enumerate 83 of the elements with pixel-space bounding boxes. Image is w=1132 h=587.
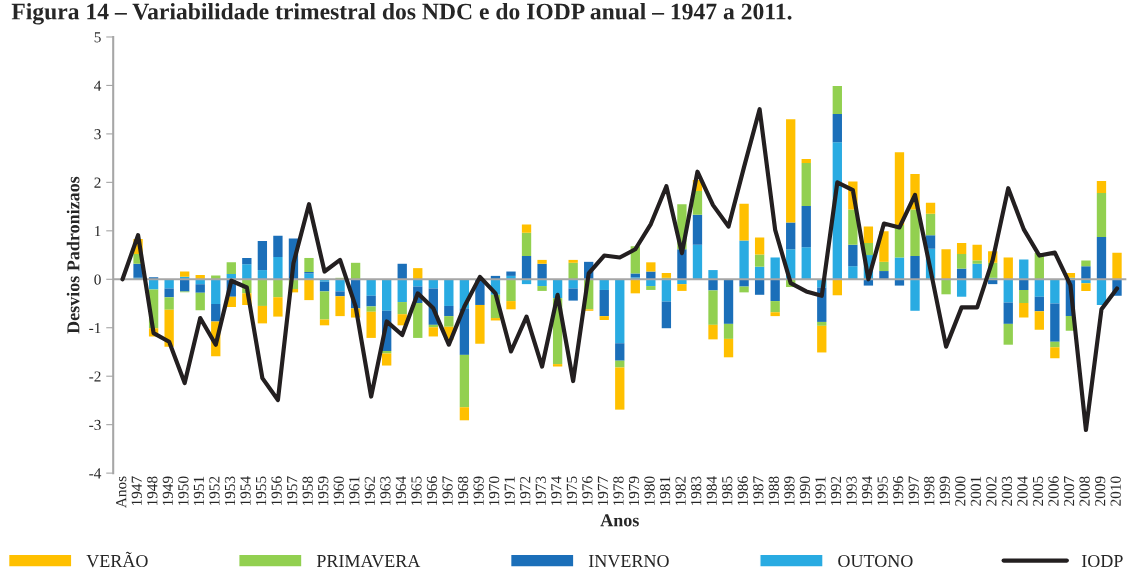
x-tick-label: 2000 — [955, 476, 966, 506]
x-tick-label: 2004 — [1017, 476, 1028, 506]
x-axis-title: Anos — [600, 514, 639, 527]
x-tick-label: 1948 — [147, 476, 158, 506]
x-tick-label: 1983 — [690, 476, 702, 506]
x-tick-label: 1959 — [318, 476, 329, 506]
x-tick-label: 1971 — [504, 476, 515, 506]
x-tick-label: 1955 — [255, 476, 267, 506]
x-tick-label: 2010 — [1110, 476, 1121, 506]
x-tick-label: 2003 — [1001, 476, 1013, 506]
x-tick-label: 2007 — [1063, 476, 1075, 506]
x-tick-label: 1979 — [628, 476, 640, 506]
x-tick-label: 1997 — [908, 476, 919, 506]
y-tick-label: 5 — [94, 32, 101, 43]
x-tick-label: 1956 — [271, 476, 282, 506]
x-tick-label: 1951 — [193, 476, 205, 506]
legend-label: INVERNO — [588, 554, 669, 568]
x-tick-label: 2001 — [970, 476, 981, 506]
x-tick-label: 1961 — [349, 476, 360, 506]
x-tick-label: 1954 — [240, 476, 251, 506]
x-tick-label: Anos — [116, 476, 127, 509]
x-tick-label: 2002 — [986, 476, 997, 506]
x-tick-label: 1964 — [395, 476, 407, 506]
x-tick-label: 1976 — [582, 476, 593, 506]
legend-label: IODP — [1081, 554, 1123, 568]
x-tick-label: 1973 — [535, 476, 546, 506]
x-tick-label: 1977 — [597, 476, 609, 506]
x-tick-label: 2005 — [1032, 476, 1044, 506]
x-tick-label: 1969 — [473, 476, 484, 506]
y-axis-title: Desvios Padronizaos — [66, 176, 80, 334]
x-tick-label: 1975 — [566, 476, 577, 506]
x-tick-label: 1992 — [830, 476, 842, 506]
legend-label: VERÃO — [86, 551, 148, 568]
x-tick-label: 1966 — [426, 476, 438, 506]
x-tick-label: 1952 — [209, 476, 220, 506]
x-tick-label: 1949 — [162, 476, 173, 506]
x-tick-label: 2009 — [1094, 476, 1106, 506]
x-tick-label: 1974 — [551, 476, 562, 506]
x-tick-label: 1993 — [846, 476, 857, 506]
chart-title: Figura 14 – Variabilidade trimestral dos NDC e do IODP anual – 1947 a 2011. — [11, 2, 792, 25]
x-tick-label: 1984 — [706, 476, 717, 506]
x-tick-label: 1986 — [737, 476, 748, 506]
x-tick-label: 1960 — [333, 476, 344, 506]
x-tick-label: 1990 — [799, 476, 811, 506]
x-tick-label: 1996 — [893, 476, 904, 506]
x-tick-label: 1994 — [861, 476, 873, 506]
x-tick-label: 1978 — [613, 476, 624, 506]
x-tick-label: 1972 — [520, 476, 531, 506]
x-tick-label: 1982 — [675, 476, 686, 506]
x-tick-label: 1987 — [753, 476, 764, 506]
y-tick-label: 3 — [94, 129, 101, 140]
legend-label: OUTONO — [838, 554, 913, 568]
x-tick-label: 1958 — [302, 476, 313, 506]
x-tick-label: 2008 — [1079, 476, 1090, 506]
x-tick-label: 1999 — [939, 476, 950, 506]
x-tick-label: 1968 — [457, 476, 469, 506]
x-tick-label: 1970 — [488, 476, 500, 506]
y-tick-label: -4 — [89, 468, 102, 479]
x-tick-label: 1962 — [364, 476, 375, 506]
x-tick-label: 1995 — [877, 476, 888, 506]
x-tick-label: 1998 — [924, 476, 935, 506]
y-tick-label: 1 — [95, 226, 101, 237]
x-tick-label: 1991 — [815, 476, 826, 506]
legend-label: PRIMAVERA — [316, 554, 421, 568]
x-tick-label: 1967 — [442, 476, 453, 506]
y-tick-label: -3 — [89, 419, 101, 431]
x-tick-label: 1985 — [722, 476, 733, 506]
x-tick-label: 1953 — [224, 476, 236, 506]
x-tick-label: 1965 — [411, 476, 422, 506]
x-tick-label: 1947 — [131, 476, 142, 506]
x-tick-label: 1957 — [287, 476, 298, 506]
x-tick-label: 1980 — [644, 476, 655, 506]
y-tick-label: -1 — [89, 322, 101, 334]
x-tick-label: 1963 — [380, 476, 391, 506]
x-tick-label: 1950 — [178, 476, 189, 506]
y-tick-label: 2 — [94, 177, 101, 188]
y-tick-label: 0 — [94, 274, 101, 285]
y-tick-label: -2 — [89, 371, 101, 382]
y-tick-label: 4 — [94, 80, 102, 91]
x-tick-label: 2006 — [1048, 476, 1059, 506]
x-tick-label: 1988 — [768, 476, 779, 506]
x-tick-label: 1989 — [784, 476, 795, 506]
x-tick-label: 1981 — [659, 476, 671, 506]
